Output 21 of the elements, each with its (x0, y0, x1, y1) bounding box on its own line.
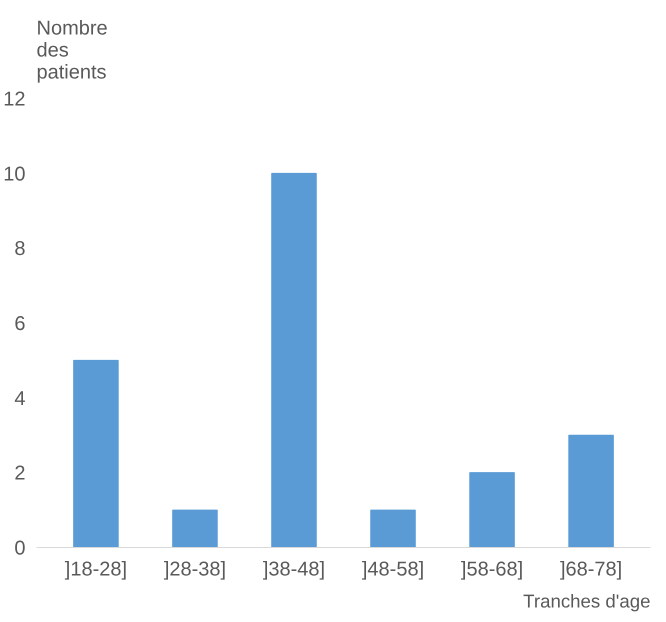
y-tick-label: 4 (14, 388, 26, 410)
y-tick-label: 0 (14, 538, 26, 560)
bar (568, 434, 614, 548)
y-tick-label: 12 (3, 88, 26, 110)
bar (370, 510, 416, 548)
y-tick-label: 10 (3, 163, 26, 186)
x-axis-title: Tranches d'age (523, 590, 651, 612)
x-tick-label: ]58-68] (460, 558, 524, 580)
x-tick-label: ]48-58] (362, 558, 424, 580)
y-tick-label: 8 (14, 238, 26, 260)
y-tick-label: 2 (14, 462, 26, 485)
x-tick-label: ]68-78] (560, 558, 622, 580)
x-tick-label: ]38-48] (262, 558, 326, 580)
x-tick-label: ]18-28] (64, 558, 128, 580)
bar (469, 472, 515, 548)
y-tick-label: 6 (14, 313, 26, 335)
bar (172, 510, 218, 548)
x-tick-label: ]28-38] (164, 558, 226, 580)
bar (271, 172, 317, 548)
bar (73, 360, 119, 548)
y-axis-title: Nombre des patients (36, 18, 108, 84)
